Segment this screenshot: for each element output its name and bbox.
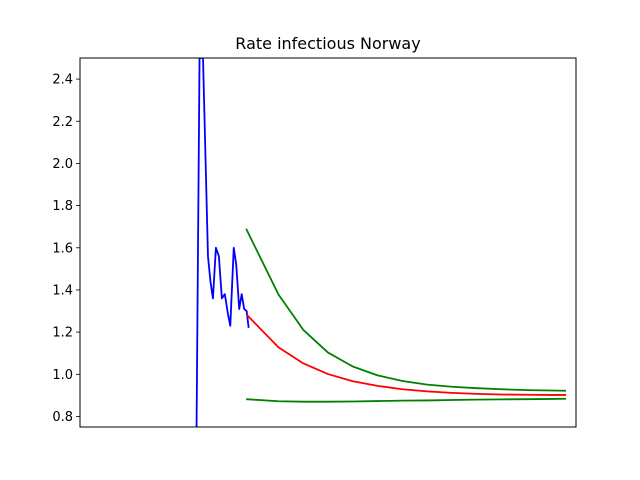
y-tick-label: 1.8 — [52, 199, 73, 214]
y-tick-label: 1.0 — [52, 368, 73, 383]
y-tick-label: 2.4 — [52, 73, 73, 88]
y-tick-label: 2.0 — [52, 157, 73, 172]
y-tick-label: 1.2 — [52, 326, 73, 341]
plot-frame — [79, 57, 577, 428]
series-line-2 — [245, 313, 567, 396]
series-line-1 — [195, 58, 250, 427]
y-tick-label: 0.8 — [52, 410, 73, 425]
y-tick-label: 1.4 — [52, 283, 73, 298]
y-tick-label: 1.6 — [52, 241, 73, 256]
y-tick-label: 2.2 — [52, 115, 73, 130]
series-layer — [195, 58, 567, 427]
chart-title: Rate infectious Norway — [235, 34, 420, 53]
y-axis: 0.8 1.0 1.2 1.4 1.6 1.8 2.0 2.2 2.4 — [52, 73, 80, 425]
series-line-4 — [246, 397, 567, 403]
series-line-3 — [245, 228, 567, 392]
